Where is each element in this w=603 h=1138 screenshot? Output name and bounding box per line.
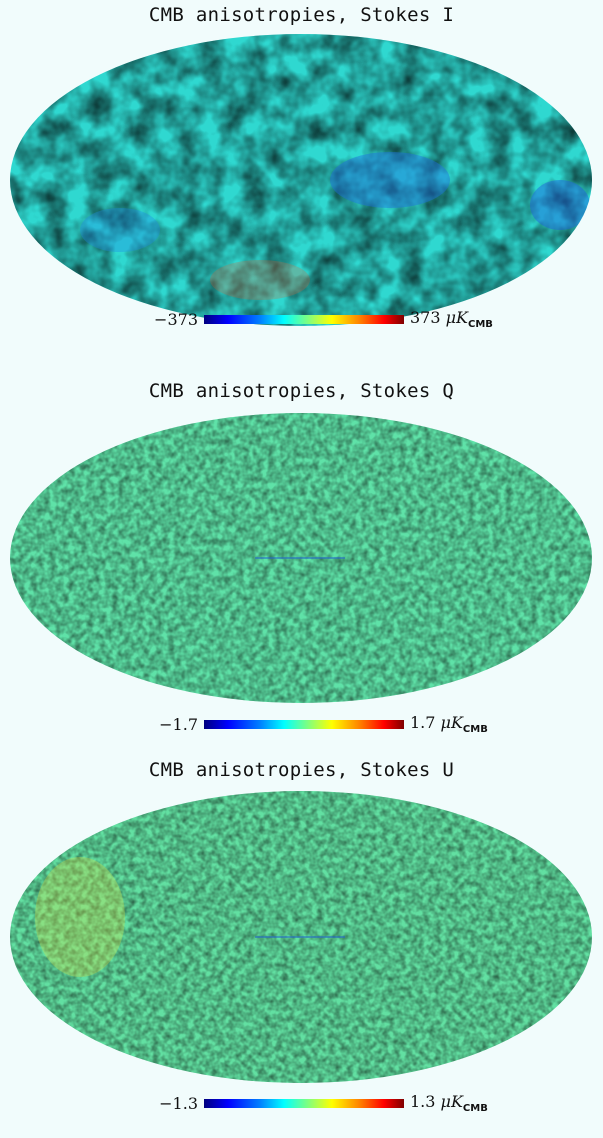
panel-title: CMB anisotropies, Stokes U — [148, 759, 455, 781]
colorbar-min-label: −1.3 — [159, 1093, 198, 1113]
mollweide-map-stokes-u — [10, 791, 592, 1083]
colorbar: −1.3 1.3 μKCMB — [136, 1091, 488, 1115]
panel-stokes-q: CMB anisotropies, Stokes Q −1.7 1.7 μKCM… — [0, 370, 603, 745]
colorbar-gradient — [204, 1098, 404, 1108]
colorbar-min-label: −1.7 — [159, 714, 198, 734]
colorbar-max-label: 373 μKCMB — [410, 307, 493, 331]
colorbar: −373 373 μKCMB — [136, 307, 493, 331]
colorbar-min-label: −373 — [154, 309, 198, 329]
mollweide-map-stokes-q — [10, 413, 592, 703]
colorbar-gradient — [204, 719, 404, 729]
colorbar-max-label: 1.3 μKCMB — [410, 1091, 488, 1115]
colorbar: −1.7 1.7 μKCMB — [136, 712, 488, 736]
panel-title: CMB anisotropies, Stokes Q — [148, 380, 455, 402]
panel-stokes-i: CMB anisotropies, Stokes I −373 373 μKCM… — [0, 0, 603, 370]
mollweide-map-stokes-i — [10, 34, 592, 326]
panel-stokes-u: CMB anisotropies, Stokes U −1.3 1.3 μKCM… — [0, 745, 603, 1138]
colorbar-gradient — [204, 314, 404, 324]
colorbar-max-label: 1.7 μKCMB — [410, 712, 488, 736]
panel-title: CMB anisotropies, Stokes I — [148, 4, 455, 26]
